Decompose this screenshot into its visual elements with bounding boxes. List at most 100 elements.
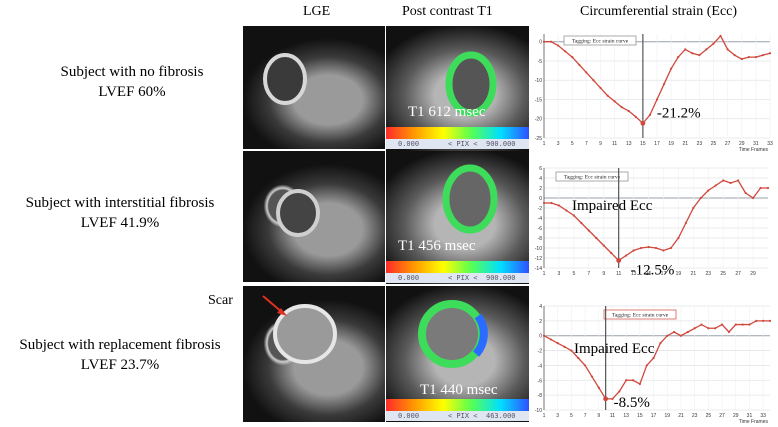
scar-arrow-icon — [262, 295, 287, 316]
ecc-data-point — [761, 54, 765, 57]
ecc-data-point — [673, 330, 676, 334]
x-tick-label: 23 — [697, 141, 703, 147]
ecc-data-point — [647, 245, 650, 249]
ecc-data-point — [556, 342, 559, 345]
pix-mid: < PIX < — [448, 140, 478, 148]
impaired-ecc-label: Impaired Ecc — [574, 341, 655, 357]
subject-name: Subject with interstitial fibrosis — [25, 195, 215, 211]
x-tick-label: 11 — [612, 141, 617, 147]
y-tick-label: -2 — [538, 349, 543, 355]
t1-ring — [445, 51, 497, 117]
x-tick-label: 5 — [572, 271, 575, 277]
ecc-data-point — [693, 327, 696, 330]
ecc-data-point — [585, 71, 588, 74]
ecc-data-point — [762, 319, 765, 322]
x-tick-label: 9 — [602, 271, 605, 277]
y-tick-label: -25 — [535, 136, 542, 142]
y-tick-label: -8 — [538, 236, 543, 242]
peak-strain-point — [616, 258, 622, 263]
peak-strain-point — [640, 120, 646, 126]
y-tick-label: -8 — [538, 393, 543, 399]
chart-title-box — [603, 309, 677, 320]
ecc-data-point — [638, 382, 641, 386]
ecc-data-point — [570, 349, 573, 352]
ecc-data-point — [542, 201, 546, 205]
color-scale-bar — [386, 261, 529, 273]
lvef-value: LVEF 23.7% — [80, 357, 160, 373]
x-tick-label: 23 — [692, 413, 698, 419]
ecc-data-point — [654, 246, 658, 250]
ecc-data-point — [679, 334, 683, 337]
y-tick-label: -4 — [538, 216, 543, 222]
lge-image-row1 — [243, 26, 385, 149]
chart-background — [532, 26, 778, 151]
y-tick-label: -20 — [535, 117, 542, 123]
x-tick-label: 13 — [626, 141, 632, 147]
x-tick-label: 29 — [739, 141, 745, 147]
y-tick-label: -12 — [535, 256, 542, 262]
x-tick-label: 15 — [640, 141, 646, 147]
lv-ring — [263, 53, 307, 105]
x-tick-label: 17 — [651, 413, 657, 419]
y-tick-label: -10 — [535, 246, 542, 252]
ecc-data-point — [662, 82, 666, 86]
t1-value: T1 612 msec — [408, 104, 486, 120]
x-tick-label: 23 — [705, 271, 711, 277]
ecc-data-point — [744, 191, 747, 195]
ecc-data-point — [648, 113, 652, 116]
ecc-data-point — [580, 221, 583, 225]
t1-map-row2: T1 456 msec 0.000 < PIX < 900.000 — [386, 151, 529, 284]
ecc-data-point — [677, 236, 680, 240]
ecc-data-point — [595, 236, 598, 240]
lge-image-row2 — [243, 151, 385, 282]
peak-strain-point — [603, 396, 609, 402]
ecc-data-point — [759, 186, 762, 190]
x-tick-label: 11 — [610, 413, 615, 419]
ecc-chart-svg: 420-2-4-6-8-101 3 5 7 9 11 13 15 17 19 21 23 25 27 29 3… — [532, 298, 778, 423]
ecc-data-point — [751, 196, 755, 200]
x-tick-label: 27 — [725, 141, 731, 147]
x-tick-label: 17 — [661, 271, 667, 277]
ecc-data-point — [705, 48, 708, 51]
y-tick-label: 4 — [539, 176, 542, 182]
ecc-data-point — [714, 184, 717, 187]
x-tick-label: 29 — [750, 271, 756, 277]
chart-title: Tagging: Ecc strain curve — [612, 313, 669, 319]
ecc-data-point — [564, 50, 567, 53]
y-tick-label: -15 — [535, 97, 542, 103]
x-tick-label: 17 — [654, 141, 660, 147]
t1-ring — [418, 300, 488, 368]
lv-ring — [273, 304, 337, 364]
x-tick-label: 7 — [584, 413, 587, 419]
ecc-data-point — [712, 42, 715, 45]
ecc-data-point — [620, 106, 623, 109]
x-tick-label: 33 — [760, 413, 766, 419]
ecc-data-point — [610, 251, 613, 255]
ecc-data-point — [659, 342, 662, 345]
ecc-data-point — [727, 330, 731, 334]
ecc-column-title: Circumferential strain (Ecc) — [580, 4, 738, 19]
pix-mid: < PIX < — [448, 274, 478, 282]
ecc-data-point — [549, 338, 552, 341]
lvef-value: LVEF 60% — [98, 84, 166, 100]
ecc-data-point — [737, 179, 740, 182]
pix-min: 0.000 — [398, 274, 420, 282]
ecc-data-point — [733, 54, 736, 57]
x-tick-label: 27 — [735, 271, 741, 277]
ecc-data-point — [692, 206, 695, 210]
ecc-chart-row3: 4 2 0 -2 -4 -6 -8 -10 1 3 5 7 9 11 13 15 17 19 21 23 25 27 29 3… — [532, 298, 778, 423]
x-tick-label: 19 — [676, 271, 682, 277]
subject-name: Subject with replacement fibrosis — [19, 337, 221, 353]
ecc-data-point — [748, 323, 751, 326]
x-tick-label: 3 — [558, 271, 561, 277]
ecc-data-point — [639, 246, 643, 250]
x-axis-label: Time Frames — [739, 147, 769, 151]
ecc-data-point — [698, 54, 701, 57]
post-t1-column-title: Post contrast T1 — [402, 4, 493, 19]
y-tick-label: -10 — [535, 78, 542, 84]
ecc-data-point — [618, 390, 621, 393]
ecc-data-point — [707, 189, 710, 192]
ecc-data-point — [563, 345, 566, 348]
x-tick-label: 7 — [585, 141, 588, 147]
ecc-data-point — [700, 323, 703, 326]
